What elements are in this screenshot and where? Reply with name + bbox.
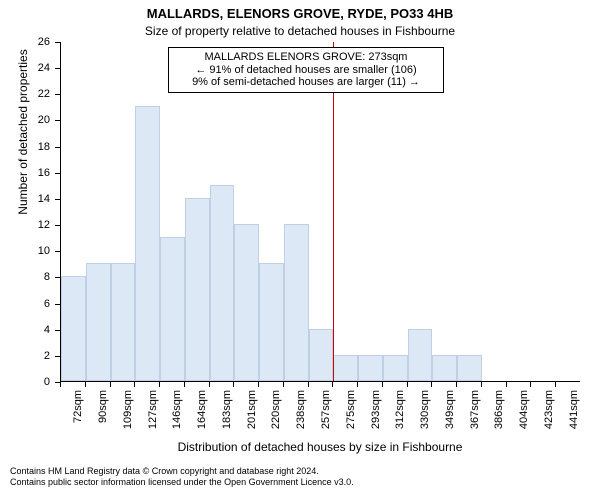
- x-tick-label: 312sqm: [394, 390, 406, 440]
- histogram-bar: [457, 355, 482, 381]
- y-tick-mark: [55, 330, 60, 331]
- x-tick-label: 293sqm: [370, 390, 382, 440]
- credits: Contains HM Land Registry data © Crown c…: [10, 466, 354, 488]
- histogram-bar: [383, 355, 408, 381]
- y-tick-mark: [55, 277, 60, 278]
- x-tick-mark: [184, 382, 185, 387]
- info-box-line2: ← 91% of detached houses are smaller (10…: [175, 64, 437, 77]
- y-tick-label: 6: [0, 298, 50, 310]
- x-tick-label: 201sqm: [246, 390, 258, 440]
- histogram-bar: [333, 355, 358, 381]
- y-tick-mark: [55, 304, 60, 305]
- x-tick-label: 257sqm: [320, 390, 332, 440]
- histogram-bar: [284, 224, 309, 381]
- info-box: MALLARDS ELENORS GROVE: 273sqm ← 91% of …: [168, 47, 444, 93]
- x-tick-label: 349sqm: [444, 390, 456, 440]
- histogram-bar: [259, 263, 284, 381]
- x-tick-mark: [555, 382, 556, 387]
- y-tick-mark: [55, 42, 60, 43]
- info-box-line3: 9% of semi-detached houses are larger (1…: [175, 76, 437, 89]
- y-tick-label: 20: [0, 114, 50, 126]
- x-tick-mark: [85, 382, 86, 387]
- x-tick-mark: [209, 382, 210, 387]
- x-tick-mark: [258, 382, 259, 387]
- info-box-line1: MALLARDS ELENORS GROVE: 273sqm: [175, 51, 437, 64]
- x-tick-mark: [431, 382, 432, 387]
- y-tick-label: 2: [0, 350, 50, 362]
- y-tick-label: 4: [0, 324, 50, 336]
- x-tick-mark: [308, 382, 309, 387]
- y-tick-label: 8: [0, 271, 50, 283]
- y-tick-mark: [55, 356, 60, 357]
- x-tick-mark: [456, 382, 457, 387]
- histogram-bar: [309, 329, 334, 381]
- x-tick-mark: [233, 382, 234, 387]
- x-tick-label: 90sqm: [97, 390, 109, 440]
- x-axis-label: Distribution of detached houses by size …: [60, 440, 580, 454]
- histogram-bar: [86, 263, 111, 381]
- y-tick-label: 0: [0, 376, 50, 388]
- x-tick-mark: [530, 382, 531, 387]
- histogram-bar: [135, 106, 160, 381]
- y-tick-mark: [55, 225, 60, 226]
- x-tick-label: 275sqm: [345, 390, 357, 440]
- histogram-bar: [160, 237, 185, 381]
- x-tick-label: 220sqm: [270, 390, 282, 440]
- y-tick-mark: [55, 199, 60, 200]
- x-tick-mark: [382, 382, 383, 387]
- y-tick-mark: [55, 94, 60, 95]
- histogram-bar: [432, 355, 457, 381]
- x-tick-label: 367sqm: [469, 390, 481, 440]
- chart-title: MALLARDS, ELENORS GROVE, RYDE, PO33 4HB: [0, 6, 600, 21]
- x-tick-label: 386sqm: [493, 390, 505, 440]
- x-tick-label: 72sqm: [72, 390, 84, 440]
- y-tick-label: 10: [0, 245, 50, 257]
- x-tick-mark: [134, 382, 135, 387]
- histogram-bar: [358, 355, 383, 381]
- y-tick-mark: [55, 120, 60, 121]
- credits-line2: Contains public sector information licen…: [10, 477, 354, 488]
- x-tick-label: 183sqm: [221, 390, 233, 440]
- x-tick-label: 404sqm: [518, 390, 530, 440]
- chart-subtitle: Size of property relative to detached ho…: [0, 24, 600, 38]
- y-tick-label: 22: [0, 88, 50, 100]
- chart-container: MALLARDS, ELENORS GROVE, RYDE, PO33 4HB …: [0, 0, 600, 500]
- x-tick-mark: [110, 382, 111, 387]
- x-tick-label: 330sqm: [419, 390, 431, 440]
- y-tick-mark: [55, 251, 60, 252]
- x-tick-label: 146sqm: [171, 390, 183, 440]
- x-tick-mark: [332, 382, 333, 387]
- x-tick-label: 164sqm: [196, 390, 208, 440]
- x-tick-mark: [357, 382, 358, 387]
- plot-area: [60, 42, 580, 382]
- x-tick-mark: [481, 382, 482, 387]
- x-tick-label: 127sqm: [147, 390, 159, 440]
- credits-line1: Contains HM Land Registry data © Crown c…: [10, 466, 354, 477]
- histogram-bar: [234, 224, 259, 381]
- x-tick-label: 441sqm: [568, 390, 580, 440]
- y-tick-label: 24: [0, 62, 50, 74]
- y-tick-label: 16: [0, 167, 50, 179]
- y-tick-label: 14: [0, 193, 50, 205]
- x-tick-mark: [283, 382, 284, 387]
- histogram-bar: [185, 198, 210, 381]
- x-tick-mark: [60, 382, 61, 387]
- x-tick-mark: [159, 382, 160, 387]
- x-tick-label: 238sqm: [295, 390, 307, 440]
- x-tick-label: 423sqm: [543, 390, 555, 440]
- histogram-bar: [210, 185, 235, 381]
- y-tick-label: 26: [0, 36, 50, 48]
- x-tick-mark: [407, 382, 408, 387]
- y-tick-mark: [55, 173, 60, 174]
- histogram-bar: [111, 263, 136, 381]
- y-tick-label: 18: [0, 141, 50, 153]
- y-tick-label: 12: [0, 219, 50, 231]
- x-tick-label: 109sqm: [122, 390, 134, 440]
- x-tick-mark: [506, 382, 507, 387]
- y-tick-mark: [55, 147, 60, 148]
- histogram-bar: [61, 276, 86, 381]
- histogram-bar: [408, 329, 433, 381]
- y-tick-mark: [55, 68, 60, 69]
